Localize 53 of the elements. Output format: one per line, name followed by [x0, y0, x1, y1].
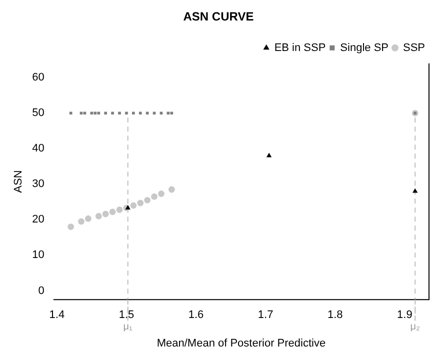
point: [160, 112, 163, 115]
point: [138, 112, 142, 115]
point: [97, 112, 100, 115]
point: [132, 112, 135, 115]
point: [68, 224, 74, 230]
point: [78, 218, 84, 225]
point: [146, 112, 149, 115]
y-tick-label: 20: [32, 214, 44, 226]
point: [102, 210, 109, 218]
point: [95, 212, 102, 220]
point: [118, 112, 121, 115]
point: [130, 202, 137, 209]
point: [94, 112, 97, 115]
point: [90, 112, 94, 115]
point: [168, 186, 175, 193]
y-tick-label: 10: [32, 249, 44, 262]
x-axis-title: Mean/Mean of Posterior Predictive: [156, 337, 326, 350]
x-tick-label: 1.4: [49, 309, 65, 322]
x-tick-label: 1.9: [397, 309, 412, 322]
y-tick-label: 40: [32, 142, 44, 155]
point: [152, 112, 156, 115]
y-tick-label: 0: [38, 284, 44, 297]
point: [412, 188, 418, 193]
point: [85, 215, 92, 222]
point: [111, 112, 114, 115]
point: [170, 112, 174, 115]
x-tick-label: 1.5: [118, 309, 134, 322]
ref-line-label: μ₁: [123, 321, 134, 332]
y-axis-title: ASN: [12, 170, 25, 193]
point: [69, 112, 72, 115]
point: [104, 112, 108, 115]
x-tick-label: 1.6: [188, 309, 204, 322]
legend-label: SSP: [402, 42, 426, 54]
y-tick-label: 50: [32, 107, 44, 120]
y-tick-label: 30: [32, 178, 44, 190]
point: [144, 196, 151, 204]
chart-title: ASN CURVE: [183, 10, 254, 24]
ref-line-label: μ₂: [410, 321, 420, 332]
point: [266, 152, 272, 158]
point: [158, 190, 164, 197]
point: [83, 112, 86, 115]
point: [116, 206, 123, 213]
point: [109, 208, 116, 216]
point: [125, 112, 128, 115]
legend-label: Single SP: [340, 42, 388, 54]
y-tick-label: 60: [32, 72, 44, 84]
point: [151, 193, 158, 200]
x-tick-label: 1.8: [327, 309, 343, 322]
legend-label: EB in SSP: [274, 42, 326, 54]
point: [166, 112, 170, 115]
x-tick-label: 1.7: [258, 309, 274, 322]
point: [137, 200, 144, 206]
point: [80, 112, 83, 115]
